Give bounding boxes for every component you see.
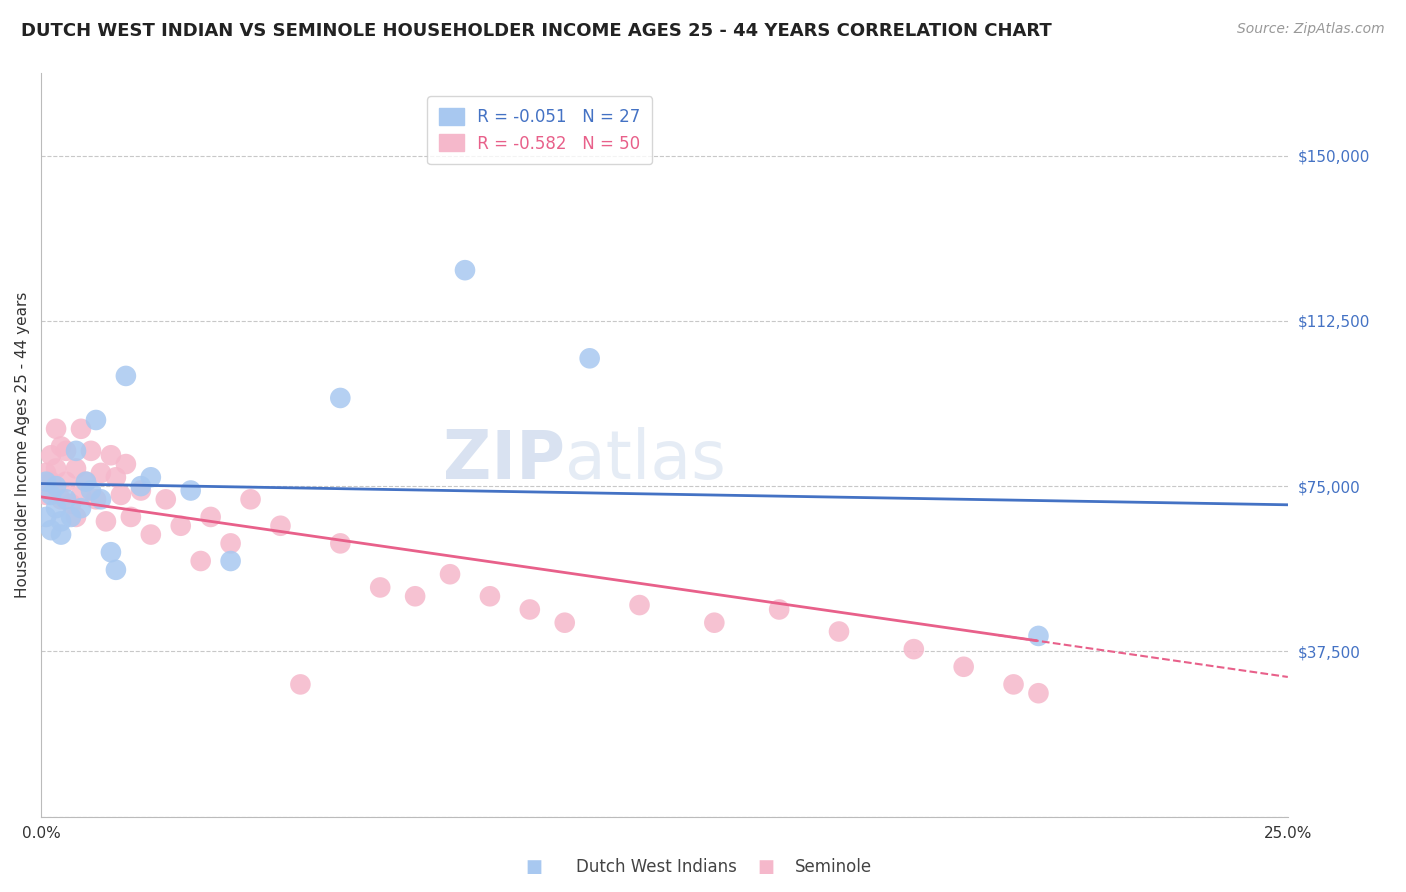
Point xyxy=(100,448,122,462)
Point xyxy=(129,483,152,498)
Y-axis label: Householder Income Ages 25 - 44 years: Householder Income Ages 25 - 44 years xyxy=(15,292,30,598)
Point xyxy=(768,602,790,616)
Point xyxy=(454,263,477,277)
Point xyxy=(115,457,138,471)
Point xyxy=(170,518,193,533)
Point xyxy=(49,527,72,541)
Text: Dutch West Indians: Dutch West Indians xyxy=(576,858,737,876)
Legend:  R = -0.051   N = 27,  R = -0.582   N = 50: R = -0.051 N = 27, R = -0.582 N = 50 xyxy=(427,96,652,164)
Point xyxy=(219,554,242,568)
Point xyxy=(65,461,87,475)
Point xyxy=(190,554,212,568)
Point xyxy=(70,501,93,516)
Point xyxy=(60,497,83,511)
Point xyxy=(90,466,112,480)
Point xyxy=(478,589,501,603)
Point xyxy=(404,589,426,603)
Point xyxy=(80,443,103,458)
Point xyxy=(75,475,97,489)
Point xyxy=(115,368,138,383)
Point xyxy=(39,448,62,462)
Point xyxy=(80,483,103,498)
Point xyxy=(39,475,62,489)
Point xyxy=(239,492,262,507)
Point xyxy=(180,483,202,498)
Point xyxy=(75,475,97,489)
Point xyxy=(578,351,600,366)
Point xyxy=(269,518,291,533)
Point xyxy=(55,492,77,507)
Point xyxy=(1028,629,1050,643)
Point xyxy=(70,488,93,502)
Point xyxy=(290,677,312,691)
Point xyxy=(45,422,67,436)
Point xyxy=(35,466,58,480)
Point xyxy=(368,581,391,595)
Point xyxy=(65,510,87,524)
Point xyxy=(45,501,67,516)
Text: Source: ZipAtlas.com: Source: ZipAtlas.com xyxy=(1237,22,1385,37)
Text: ■: ■ xyxy=(526,858,543,876)
Point xyxy=(49,439,72,453)
Point xyxy=(49,514,72,528)
Point xyxy=(35,510,58,524)
Point xyxy=(439,567,461,582)
Point xyxy=(952,660,974,674)
Text: atlas: atlas xyxy=(565,426,725,492)
Point xyxy=(110,488,132,502)
Point xyxy=(65,443,87,458)
Point xyxy=(104,563,127,577)
Point xyxy=(129,479,152,493)
Text: DUTCH WEST INDIAN VS SEMINOLE HOUSEHOLDER INCOME AGES 25 - 44 YEARS CORRELATION : DUTCH WEST INDIAN VS SEMINOLE HOUSEHOLDE… xyxy=(21,22,1052,40)
Point xyxy=(100,545,122,559)
Point xyxy=(200,510,222,524)
Point xyxy=(45,479,67,493)
Point xyxy=(45,461,67,475)
Point xyxy=(628,598,651,612)
Point xyxy=(155,492,177,507)
Point xyxy=(139,470,162,484)
Point xyxy=(104,470,127,484)
Point xyxy=(49,492,72,507)
Point xyxy=(55,443,77,458)
Point xyxy=(219,536,242,550)
Point xyxy=(35,475,58,489)
Point xyxy=(84,413,107,427)
Text: Seminole: Seminole xyxy=(794,858,872,876)
Point xyxy=(94,514,117,528)
Text: ■: ■ xyxy=(758,858,775,876)
Point xyxy=(39,523,62,537)
Point xyxy=(329,536,352,550)
Point xyxy=(35,488,58,502)
Point xyxy=(554,615,576,630)
Point xyxy=(55,475,77,489)
Point xyxy=(60,510,83,524)
Point xyxy=(519,602,541,616)
Point xyxy=(90,492,112,507)
Point xyxy=(84,492,107,507)
Point xyxy=(828,624,851,639)
Point xyxy=(70,422,93,436)
Point xyxy=(903,642,925,657)
Point xyxy=(329,391,352,405)
Point xyxy=(1002,677,1025,691)
Point xyxy=(703,615,725,630)
Point xyxy=(39,488,62,502)
Point xyxy=(139,527,162,541)
Text: ZIP: ZIP xyxy=(443,426,565,492)
Point xyxy=(120,510,142,524)
Point xyxy=(1028,686,1050,700)
